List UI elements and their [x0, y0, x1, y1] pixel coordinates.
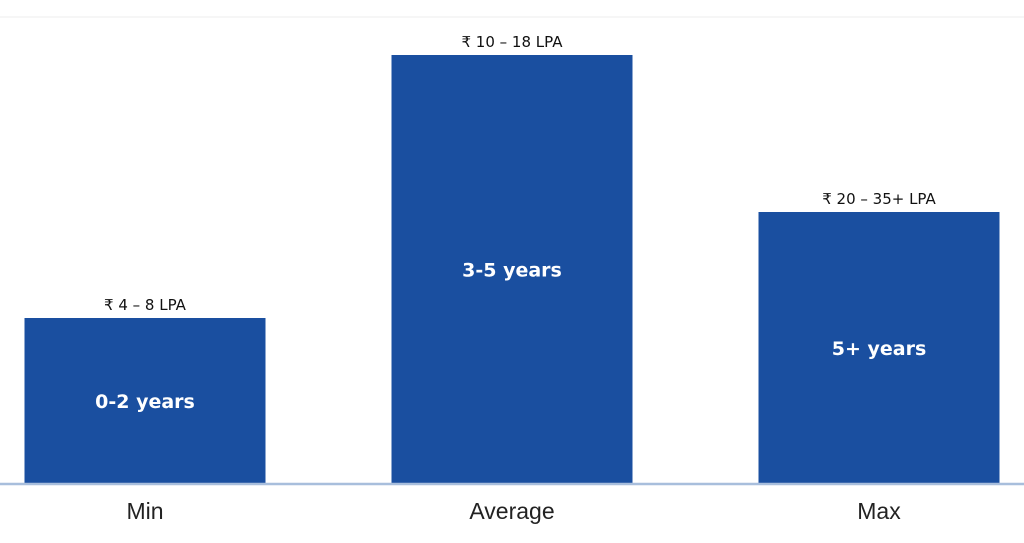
value-label-max: ₹ 20 – 35+ LPA [822, 190, 936, 208]
x-tick-labels: Min Average Max [126, 498, 901, 524]
bar-inner-label-min: 0-2 years [95, 391, 195, 413]
x-tick-average: Average [469, 498, 554, 524]
bar-inner-label-max: 5+ years [832, 338, 927, 360]
value-label-min: ₹ 4 – 8 LPA [104, 296, 187, 314]
bar-average [391, 55, 633, 484]
value-label-average: ₹ 10 – 18 LPA [462, 33, 564, 51]
bar-min [24, 318, 266, 484]
x-tick-min: Min [126, 498, 163, 524]
bar-max [758, 212, 1000, 484]
bar-inner-label-average: 3-5 years [462, 260, 562, 282]
bars-group: ₹ 4 – 8 LPA 0-2 years ₹ 10 – 18 LPA 3-5 yea… [24, 33, 1000, 484]
x-tick-max: Max [857, 498, 901, 524]
